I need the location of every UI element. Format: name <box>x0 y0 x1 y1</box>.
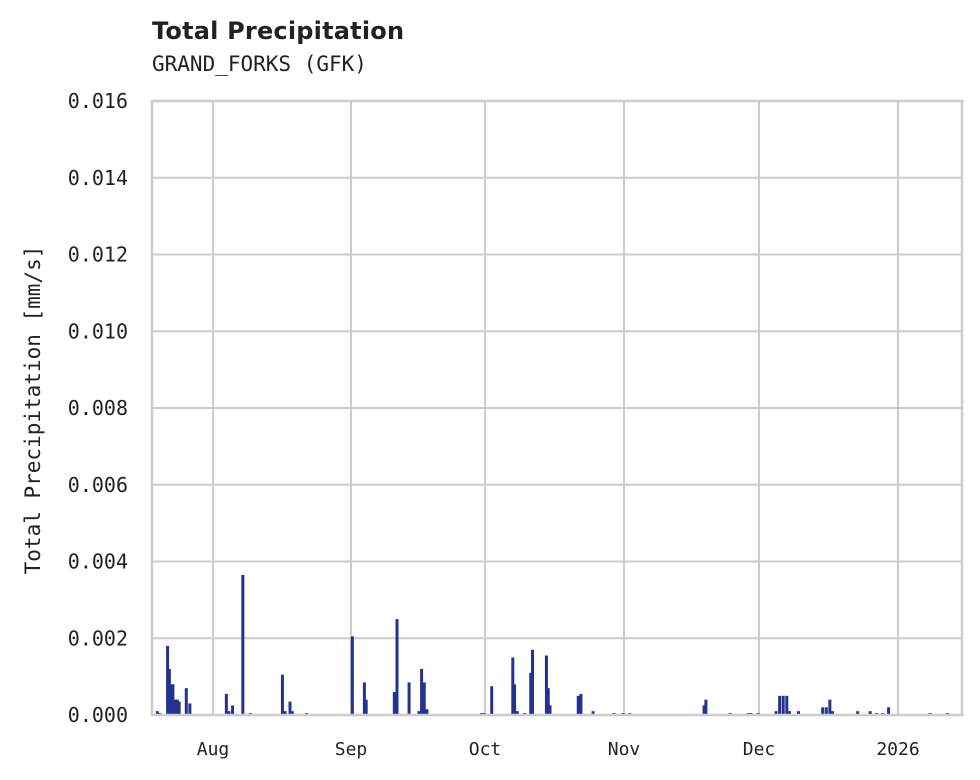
x-tick-label: Dec <box>743 739 776 760</box>
precipitation-bar <box>169 684 173 715</box>
precipitation-bar <box>515 711 519 715</box>
precipitation-bar <box>531 649 535 715</box>
precipitation-bars <box>155 574 949 715</box>
x-axis-ticks: Aug Sep Oct Nov Dec 2026 <box>197 739 920 760</box>
precipitation-bar <box>173 699 177 715</box>
precipitation-bar <box>490 686 494 715</box>
precipitation-bar <box>175 699 179 715</box>
precipitation-bar <box>887 707 891 715</box>
precipitation-bar <box>231 705 235 715</box>
precipitation-bar <box>227 711 231 715</box>
precipitation-bar <box>420 668 424 715</box>
y-tick-label: 0.000 <box>68 703 128 727</box>
precipitation-bar <box>579 693 583 715</box>
precipitation-bar <box>828 699 832 715</box>
x-tick-label: Sep <box>335 739 368 760</box>
chart-subtitle: GRAND_FORKS (GFK) <box>152 52 367 76</box>
y-tick-label: 0.010 <box>68 319 128 343</box>
precipitation-bar <box>241 574 245 715</box>
precipitation-bar <box>395 619 399 715</box>
precipitation-bar <box>513 684 517 715</box>
y-tick-label: 0.012 <box>68 243 128 267</box>
grid-lines <box>152 100 962 716</box>
precipitation-bar <box>868 711 872 715</box>
precipitation-bar <box>546 688 550 715</box>
plot-frame <box>150 99 964 717</box>
precipitation-bar <box>417 711 421 715</box>
precipitation-bar <box>591 711 595 715</box>
precipitation-bar <box>544 655 548 715</box>
precipitation-bar <box>166 645 170 715</box>
precipitation-bar <box>576 695 580 715</box>
precipitation-bar <box>364 699 368 715</box>
y-tick-label: 0.004 <box>68 550 128 574</box>
precipitation-bar <box>702 705 706 715</box>
precipitation-bar <box>511 657 515 715</box>
precipitation-bar <box>824 707 828 715</box>
precipitation-bar <box>290 711 294 715</box>
precipitation-bar <box>350 636 354 715</box>
y-tick-label: 0.002 <box>68 626 128 650</box>
precipitation-bar <box>704 699 708 715</box>
y-axis-label: Total Precipitation [mm/s] <box>21 246 45 575</box>
precipitation-bar <box>831 711 835 715</box>
precipitation-bar <box>155 711 159 715</box>
precipitation-bar <box>785 695 789 715</box>
x-tick-label: 2026 <box>876 739 919 760</box>
precipitation-bar <box>288 701 292 715</box>
precipitation-bar <box>392 691 396 715</box>
precipitation-bar <box>529 672 533 715</box>
precipitation-bar <box>778 695 782 715</box>
precipitation-bar <box>224 693 228 715</box>
x-tick-label: Aug <box>197 739 230 760</box>
x-tick-label: Oct <box>469 739 502 760</box>
precipitation-bar <box>548 705 552 715</box>
precipitation-bar <box>796 711 800 715</box>
precipitation-bar <box>280 674 284 715</box>
precipitation-bar <box>177 701 181 715</box>
y-tick-label: 0.006 <box>68 473 128 497</box>
precipitation-bar <box>425 709 429 715</box>
y-tick-label: 0.008 <box>68 396 128 420</box>
precipitation-bar <box>188 703 192 715</box>
precipitation-bar <box>184 688 188 715</box>
precipitation-bar <box>407 682 411 715</box>
precipitation-bar <box>167 668 171 715</box>
chart-title: Total Precipitation <box>152 17 405 45</box>
precipitation-bar <box>787 711 791 715</box>
y-tick-label: 0.014 <box>68 166 128 190</box>
precipitation-bar <box>422 682 426 715</box>
x-tick-label: Nov <box>608 739 641 760</box>
precipitation-bar <box>821 707 825 715</box>
precipitation-bar <box>856 711 860 715</box>
precipitation-bar <box>781 695 785 715</box>
precipitation-bar <box>774 711 778 715</box>
y-tick-label: 0.016 <box>68 89 128 113</box>
precipitation-bar <box>283 711 287 715</box>
precipitation-bar <box>362 682 366 715</box>
precipitation-bar <box>171 684 175 715</box>
y-axis-ticks: 0.000 0.002 0.004 0.006 0.008 0.010 0.012 0.014… <box>68 89 128 727</box>
